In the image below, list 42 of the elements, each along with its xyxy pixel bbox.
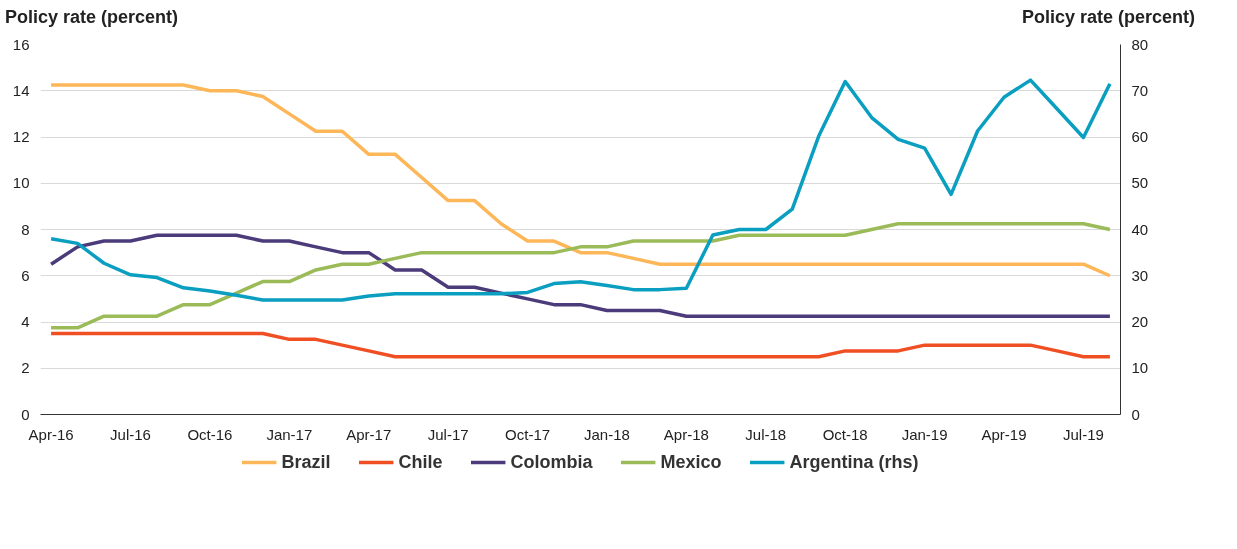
legend-label: Brazil — [281, 451, 331, 473]
y2-tick-label: 70 — [1131, 81, 1149, 99]
x-tick-label: Apr-18 — [663, 425, 709, 443]
x-tick-label: Jul-17 — [427, 425, 469, 443]
x-tick-label: Apr-19 — [981, 425, 1027, 443]
y-tick-label: 16 — [12, 35, 30, 53]
legend-label: Argentina (rhs) — [789, 451, 919, 473]
x-tick-label: Oct-16 — [187, 425, 233, 443]
y-tick-label: 2 — [21, 359, 30, 377]
x-tick-label: Oct-18 — [822, 425, 868, 443]
x-tick-label: Apr-17 — [346, 425, 392, 443]
legend-label: Mexico — [660, 451, 722, 473]
line-series — [49, 233, 1112, 318]
y-tick-label: 4 — [21, 313, 30, 330]
y2-tick-label: 0 — [1131, 405, 1140, 423]
x-tick-label: Jan-19 — [901, 425, 948, 443]
y2-tick-label: 30 — [1131, 266, 1149, 284]
y-tick-label: 10 — [12, 174, 30, 192]
x-tick-label: Jul-16 — [110, 425, 151, 443]
y2-axis-title: Policy rate (percent) — [1021, 6, 1195, 29]
y-tick-label: 12 — [12, 128, 30, 145]
y2-tick-label: 40 — [1131, 220, 1149, 238]
x-tick-label: Jul-18 — [745, 425, 787, 443]
y-tick-label: 0 — [21, 405, 30, 423]
legend-label: Colombia — [510, 451, 593, 473]
y-tick-label: 6 — [21, 266, 30, 284]
x-tick-label: Jan-18 — [584, 425, 630, 443]
y2-tick-label: 20 — [1131, 313, 1149, 330]
y2-tick-label: 10 — [1131, 359, 1149, 377]
line-series — [49, 331, 1112, 359]
y-tick-label: 8 — [21, 220, 30, 238]
x-tick-label: Jul-19 — [1063, 425, 1104, 443]
y-tick-label: 14 — [12, 81, 30, 99]
x-tick-label: Jan-17 — [266, 425, 313, 443]
y2-tick-label: 80 — [1131, 35, 1149, 53]
y-axis-title: Policy rate (percent) — [5, 6, 179, 29]
x-tick-label: Oct-17 — [505, 425, 551, 443]
legend-label: Chile — [398, 451, 443, 473]
x-tick-label: Apr-16 — [28, 425, 74, 443]
line-series — [49, 221, 1112, 330]
y2-tick-label: 60 — [1131, 128, 1149, 145]
y2-tick-label: 50 — [1131, 174, 1149, 192]
